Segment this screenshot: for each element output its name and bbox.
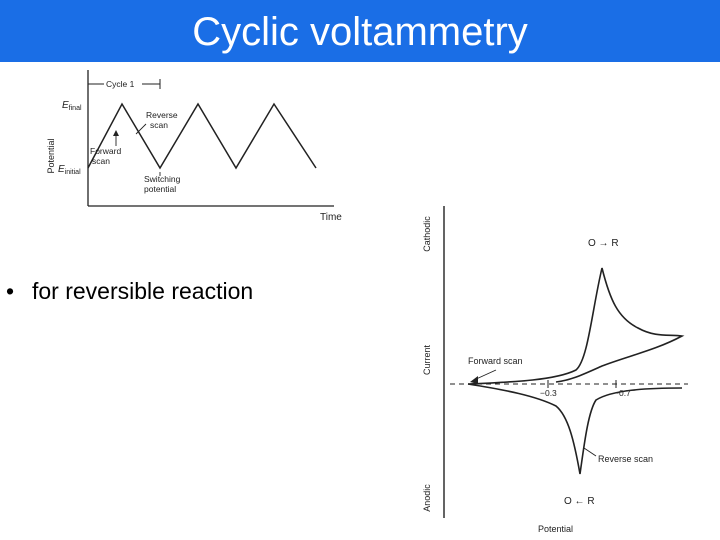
e-final-label: Efinal — [62, 100, 82, 112]
y-bottom-label: Anodic — [422, 484, 432, 512]
title-bar: Cyclic voltammetry — [0, 0, 720, 62]
forward-scan-arrowhead — [113, 130, 119, 136]
reverse-scan-label: Reverse scan — [598, 454, 653, 464]
forward-scan-arrowhead — [470, 376, 478, 384]
tick-label-2: −0.7 — [614, 388, 631, 398]
reverse-scan-arrow — [583, 447, 597, 457]
bullet-marker: • — [6, 278, 15, 304]
top-reaction-label: O → R — [588, 238, 619, 249]
y-axis-label: Current — [422, 344, 432, 375]
bottom-reaction-label: O ← R — [564, 496, 595, 507]
reverse-scan-label: Reverse scan — [146, 110, 178, 130]
tick-label-1: −0.3 — [540, 388, 557, 398]
y-top-label: Cathodic — [422, 216, 432, 252]
potential-time-diagram: Potential Time Efinal Einitial Cycle 1 R… — [46, 70, 342, 223]
voltammogram-diagram: Cathodic Current Anodic Potential O → R … — [422, 206, 688, 534]
x-axis-label: Potential — [538, 524, 573, 534]
bullet-text: for reversible reaction — [32, 278, 254, 304]
x-axis-label: Time — [320, 212, 342, 223]
cycle-label-bg — [104, 77, 142, 90]
e-initial-label: Einitial — [58, 164, 81, 176]
y-axis-label: Potential — [46, 138, 56, 173]
forward-scan-curve — [467, 267, 685, 385]
forward-scan-label: Forward scan — [90, 146, 121, 166]
forward-scan-label: Forward scan — [468, 356, 523, 366]
switching-potential-label: Switching potential — [144, 174, 181, 194]
cycle-label: Cycle 1 — [106, 79, 135, 89]
reverse-scan-curve — [467, 383, 683, 475]
page-title: Cyclic voltammetry — [192, 10, 528, 54]
reverse-scan-arrow — [135, 123, 147, 135]
list-item: • for reversible reaction — [6, 278, 253, 305]
bullet-list: • for reversible reaction — [6, 278, 253, 305]
triangular-waveform — [87, 102, 317, 170]
